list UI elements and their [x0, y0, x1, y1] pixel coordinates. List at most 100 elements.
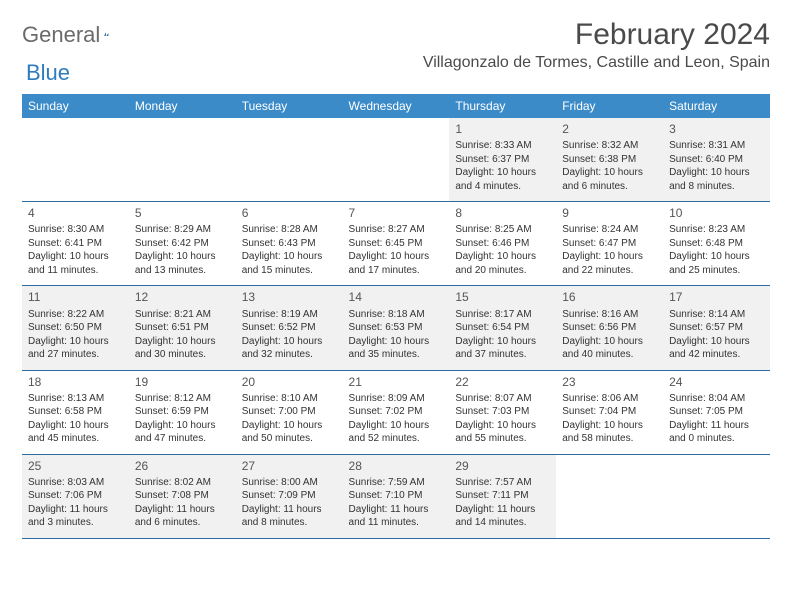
day-number: 25 [28, 458, 123, 474]
logo: General [22, 18, 130, 48]
calendar-day-cell: 15 Sunrise: 8:17 AMSunset: 6:54 PMDayligh… [449, 286, 556, 370]
calendar-week-row: 18Sunrise: 8:13 AMSunset: 6:58 PMDayligh… [22, 370, 770, 454]
calendar-empty-cell [22, 118, 129, 202]
location: Villagonzalo de Tormes, Castille and Leo… [423, 54, 770, 72]
calendar-day-cell: 16 Sunrise: 8:16 AMSunset: 6:56 PMDayligh… [556, 286, 663, 370]
day-number: 13 [242, 289, 337, 305]
day-number: 9 [562, 205, 657, 221]
weekday-header: Wednesday [343, 94, 450, 118]
weekday-header: Saturday [663, 94, 770, 118]
month-title: February 2024 [423, 18, 770, 52]
day-details: Sunrise: 8:14 AMSunset: 6:57 PMDaylight:… [669, 308, 764, 362]
calendar-week-row: 25 Sunrise: 8:03 AMSunset: 7:06 PMDayligh… [22, 454, 770, 538]
calendar-day-cell: 5 Sunrise: 8:29 AMSunset: 6:42 PMDaylight… [129, 202, 236, 286]
day-number: 8 [455, 205, 550, 221]
day-details: Sunrise: 8:28 AMSunset: 6:43 PMDaylight:… [242, 223, 337, 277]
calendar-day-cell: 4Sunrise: 8:30 AMSunset: 6:41 PMDaylight… [22, 202, 129, 286]
weekday-header: Tuesday [236, 94, 343, 118]
day-details: Sunrise: 8:23 AMSunset: 6:48 PMDaylight:… [669, 223, 764, 277]
day-number: 6 [242, 205, 337, 221]
day-number: 5 [135, 205, 230, 221]
day-details: Sunrise: 8:04 AMSunset: 7:05 PMDaylight:… [669, 392, 764, 446]
day-number: 10 [669, 205, 764, 221]
day-number: 24 [669, 374, 764, 390]
calendar-empty-cell [343, 118, 450, 202]
day-details: Sunrise: 8:07 AMSunset: 7:03 PMDaylight:… [455, 392, 550, 446]
day-number: 7 [349, 205, 444, 221]
calendar-day-cell: 7 Sunrise: 8:27 AMSunset: 6:45 PMDaylight… [343, 202, 450, 286]
day-number: 2 [562, 121, 657, 137]
calendar-week-row: 1 Sunrise: 8:33 AMSunset: 6:37 PMDaylight… [22, 118, 770, 202]
calendar-day-cell: 26 Sunrise: 8:02 AMSunset: 7:08 PMDayligh… [129, 454, 236, 538]
day-number: 16 [562, 289, 657, 305]
day-details: Sunrise: 8:03 AMSunset: 7:06 PMDaylight:… [28, 476, 123, 530]
calendar-day-cell: 6 Sunrise: 8:28 AMSunset: 6:43 PMDaylight… [236, 202, 343, 286]
calendar-day-cell: 11 Sunrise: 8:22 AMSunset: 6:50 PMDayligh… [22, 286, 129, 370]
calendar-week-row: 11 Sunrise: 8:22 AMSunset: 6:50 PMDayligh… [22, 286, 770, 370]
calendar-day-cell: 24 Sunrise: 8:04 AMSunset: 7:05 PMDayligh… [663, 370, 770, 454]
day-number: 4 [28, 205, 123, 221]
logo-text-blue: Blue [26, 60, 70, 86]
day-number: 29 [455, 458, 550, 474]
calendar-empty-cell [129, 118, 236, 202]
calendar-day-cell: 3 Sunrise: 8:31 AMSunset: 6:40 PMDaylight… [663, 118, 770, 202]
day-details: Sunrise: 8:31 AMSunset: 6:40 PMDaylight:… [669, 139, 764, 193]
calendar-day-cell: 9 Sunrise: 8:24 AMSunset: 6:47 PMDaylight… [556, 202, 663, 286]
calendar-empty-cell [236, 118, 343, 202]
day-number: 23 [562, 374, 657, 390]
day-details: Sunrise: 8:29 AMSunset: 6:42 PMDaylight:… [135, 223, 230, 277]
calendar-day-cell: 18Sunrise: 8:13 AMSunset: 6:58 PMDayligh… [22, 370, 129, 454]
day-number: 3 [669, 121, 764, 137]
calendar-day-cell: 10 Sunrise: 8:23 AMSunset: 6:48 PMDayligh… [663, 202, 770, 286]
day-details: Sunrise: 8:06 AMSunset: 7:04 PMDaylight:… [562, 392, 657, 446]
calendar-day-cell: 19 Sunrise: 8:12 AMSunset: 6:59 PMDayligh… [129, 370, 236, 454]
day-number: 1 [455, 121, 550, 137]
day-details: Sunrise: 8:10 AMSunset: 7:00 PMDaylight:… [242, 392, 337, 446]
day-number: 26 [135, 458, 230, 474]
calendar-day-cell: 21Sunrise: 8:09 AMSunset: 7:02 PMDayligh… [343, 370, 450, 454]
calendar-body: 1 Sunrise: 8:33 AMSunset: 6:37 PMDaylight… [22, 118, 770, 538]
day-number: 17 [669, 289, 764, 305]
day-number: 19 [135, 374, 230, 390]
calendar-day-cell: 13 Sunrise: 8:19 AMSunset: 6:52 PMDayligh… [236, 286, 343, 370]
logo-sail-icon [104, 24, 108, 44]
day-details: Sunrise: 8:25 AMSunset: 6:46 PMDaylight:… [455, 223, 550, 277]
day-number: 14 [349, 289, 444, 305]
day-number: 11 [28, 289, 123, 305]
day-details: Sunrise: 8:21 AMSunset: 6:51 PMDaylight:… [135, 308, 230, 362]
day-details: Sunrise: 8:19 AMSunset: 6:52 PMDaylight:… [242, 308, 337, 362]
calendar-day-cell: 2Sunrise: 8:32 AMSunset: 6:38 PMDaylight… [556, 118, 663, 202]
calendar-day-cell: 8 Sunrise: 8:25 AMSunset: 6:46 PMDaylight… [449, 202, 556, 286]
calendar-day-cell: 28Sunrise: 7:59 AMSunset: 7:10 PMDayligh… [343, 454, 450, 538]
weekday-header: Monday [129, 94, 236, 118]
day-details: Sunrise: 8:24 AMSunset: 6:47 PMDaylight:… [562, 223, 657, 277]
day-number: 12 [135, 289, 230, 305]
calendar-day-cell: 14Sunrise: 8:18 AMSunset: 6:53 PMDayligh… [343, 286, 450, 370]
day-details: Sunrise: 8:33 AMSunset: 6:37 PMDaylight:… [455, 139, 550, 193]
day-details: Sunrise: 8:09 AMSunset: 7:02 PMDaylight:… [349, 392, 444, 446]
day-number: 27 [242, 458, 337, 474]
calendar-day-cell: 25 Sunrise: 8:03 AMSunset: 7:06 PMDayligh… [22, 454, 129, 538]
day-details: Sunrise: 8:22 AMSunset: 6:50 PMDaylight:… [28, 308, 123, 362]
calendar-table: SundayMondayTuesdayWednesdayThursdayFrid… [22, 94, 770, 539]
title-block: February 2024 Villagonzalo de Tormes, Ca… [423, 18, 770, 72]
day-details: Sunrise: 8:27 AMSunset: 6:45 PMDaylight:… [349, 223, 444, 277]
calendar-day-cell: 1 Sunrise: 8:33 AMSunset: 6:37 PMDaylight… [449, 118, 556, 202]
day-details: Sunrise: 8:12 AMSunset: 6:59 PMDaylight:… [135, 392, 230, 446]
calendar-day-cell: 29Sunrise: 7:57 AMSunset: 7:11 PMDayligh… [449, 454, 556, 538]
calendar-day-cell: 27Sunrise: 8:00 AMSunset: 7:09 PMDayligh… [236, 454, 343, 538]
day-number: 22 [455, 374, 550, 390]
calendar-empty-cell [556, 454, 663, 538]
calendar-day-cell: 17 Sunrise: 8:14 AMSunset: 6:57 PMDayligh… [663, 286, 770, 370]
calendar-day-cell: 22 Sunrise: 8:07 AMSunset: 7:03 PMDayligh… [449, 370, 556, 454]
day-details: Sunrise: 8:17 AMSunset: 6:54 PMDaylight:… [455, 308, 550, 362]
calendar-week-row: 4Sunrise: 8:30 AMSunset: 6:41 PMDaylight… [22, 202, 770, 286]
calendar-day-cell: 12 Sunrise: 8:21 AMSunset: 6:51 PMDayligh… [129, 286, 236, 370]
day-number: 15 [455, 289, 550, 305]
weekday-header: Thursday [449, 94, 556, 118]
calendar-day-cell: 23 Sunrise: 8:06 AMSunset: 7:04 PMDayligh… [556, 370, 663, 454]
day-details: Sunrise: 8:02 AMSunset: 7:08 PMDaylight:… [135, 476, 230, 530]
logo-text-general: General [22, 22, 100, 48]
day-details: Sunrise: 8:16 AMSunset: 6:56 PMDaylight:… [562, 308, 657, 362]
weekday-header: Sunday [22, 94, 129, 118]
